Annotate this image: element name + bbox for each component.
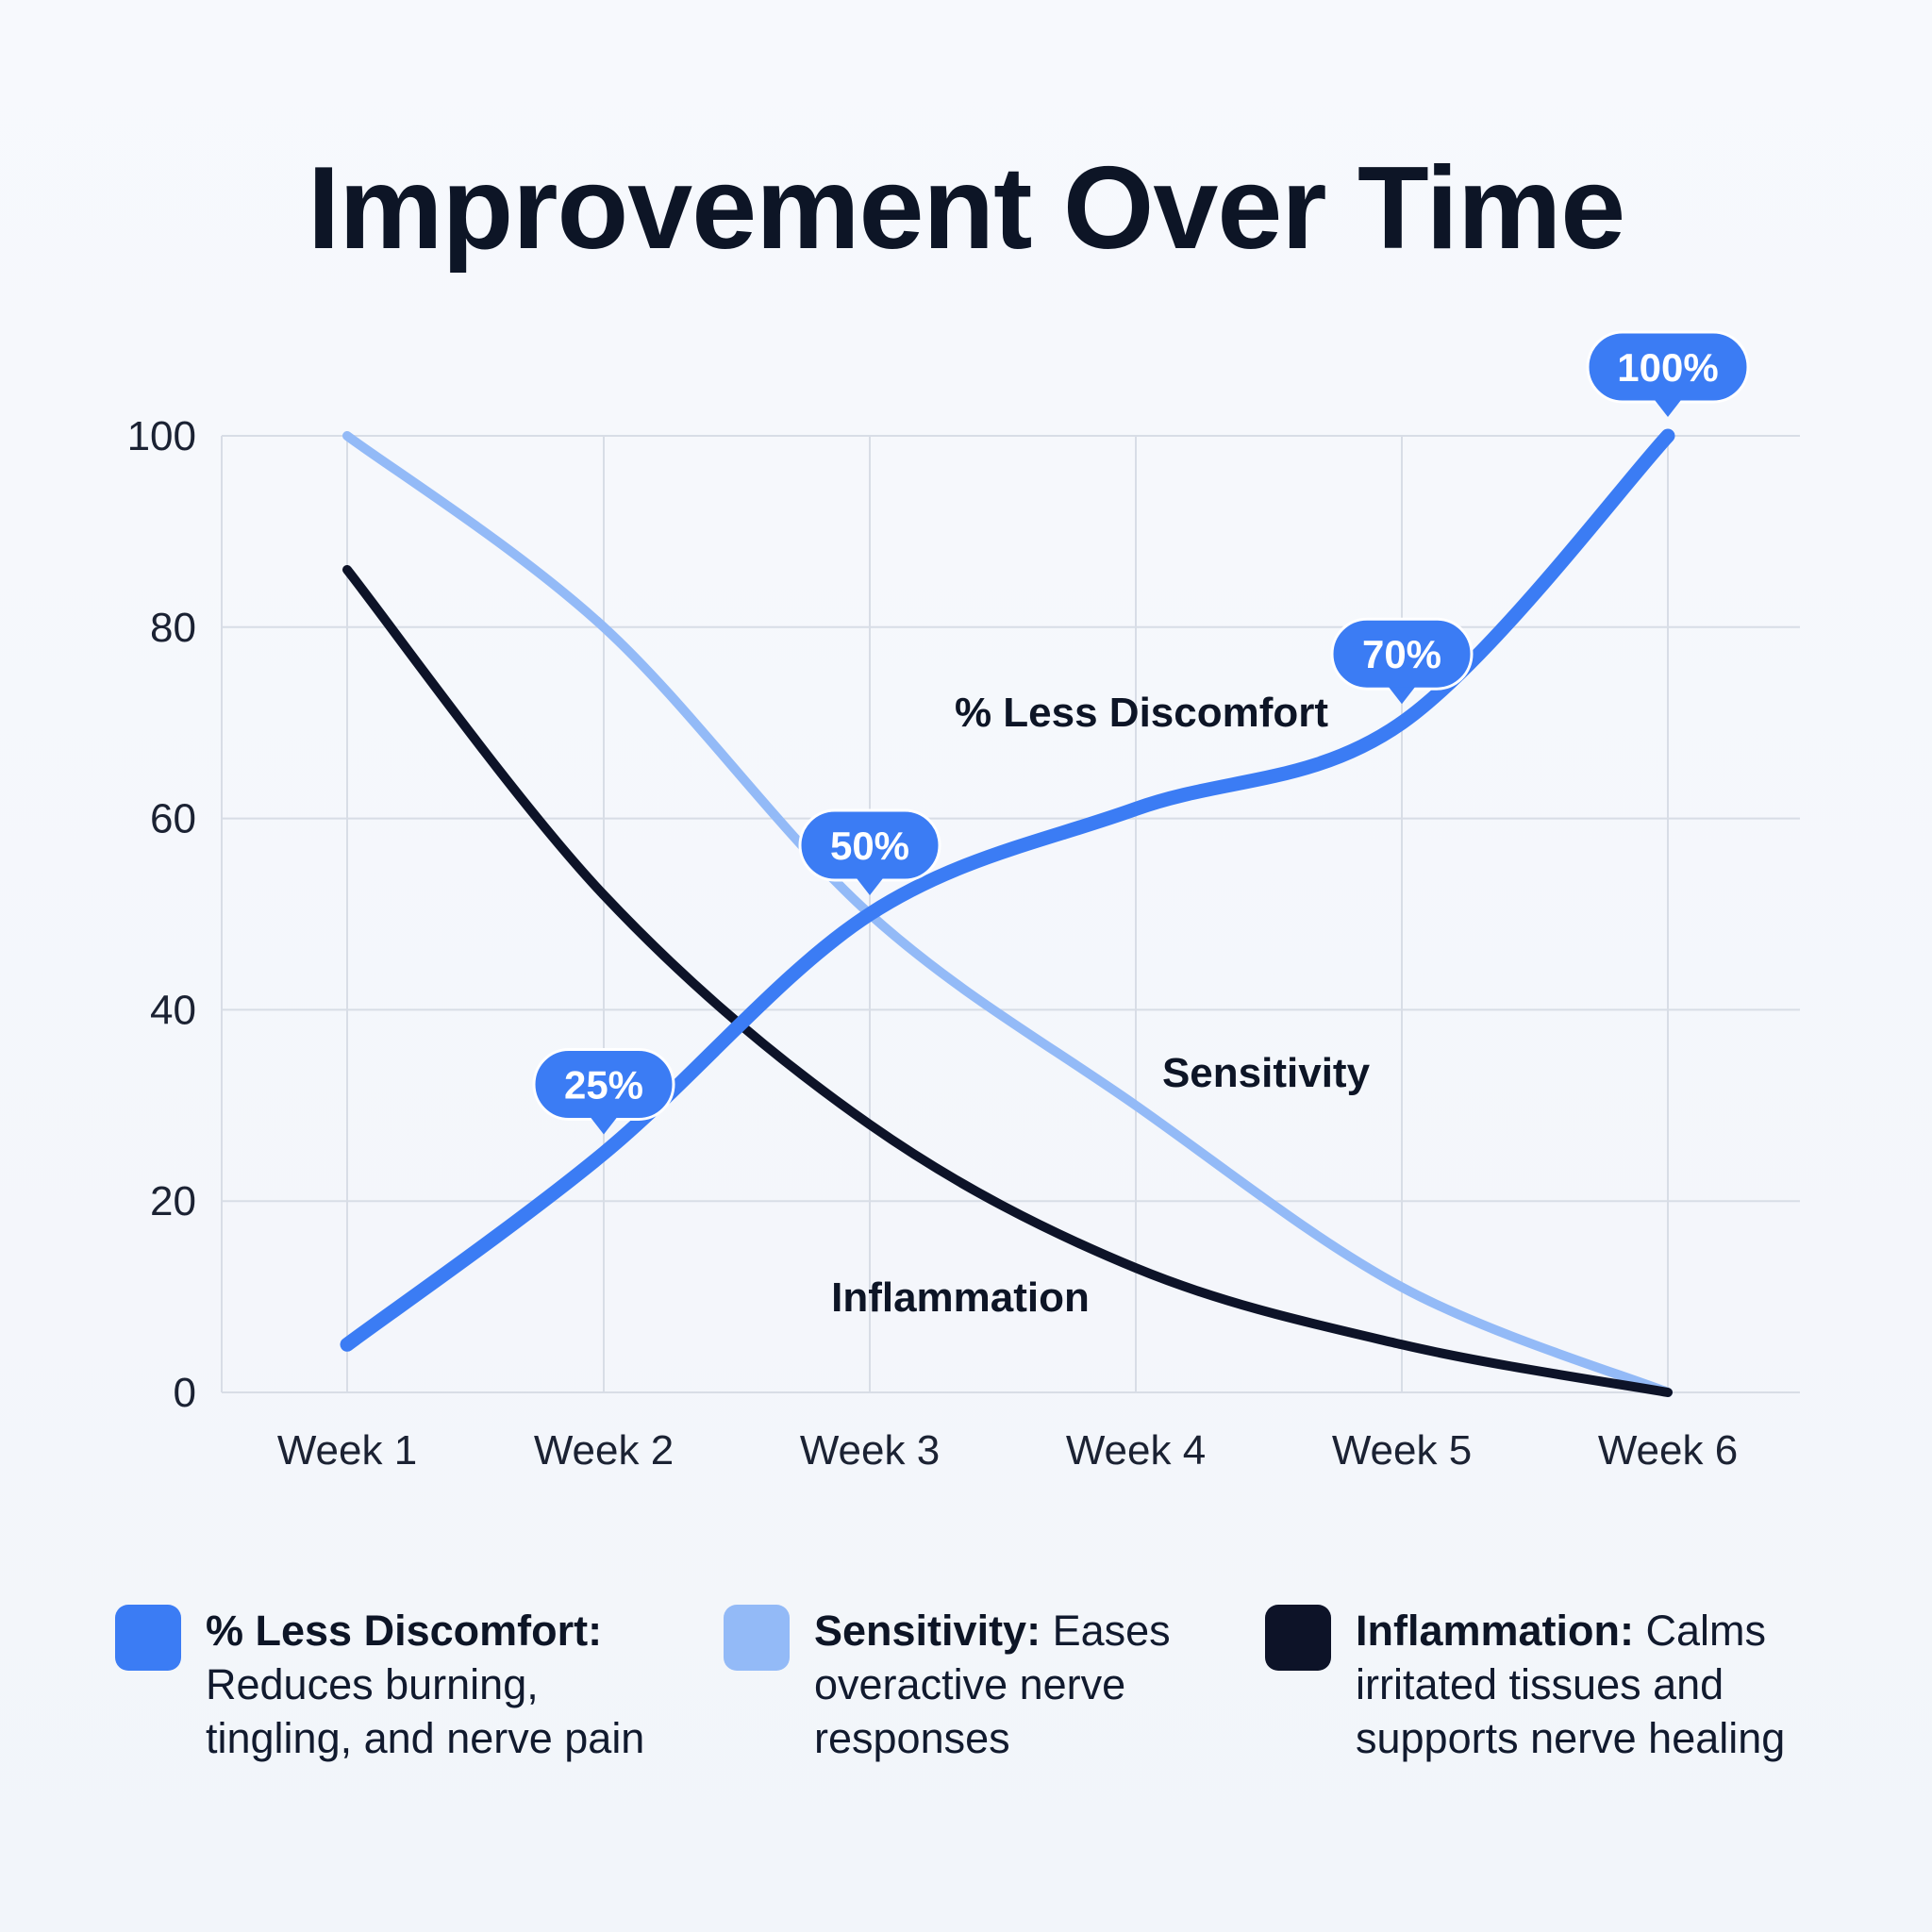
y-tick-label: 40 [150,987,196,1033]
data-callout: 50% [798,808,941,895]
y-tick-label: 80 [150,605,196,651]
series-label-less-discomfort: % Less Discomfort [955,690,1328,736]
legend-swatch-less-discomfort [115,1605,181,1671]
legend: % Less Discomfort: Reduces burning, ting… [0,1604,1932,1830]
series-label-sensitivity: Sensitivity [1162,1050,1371,1096]
legend-swatch-sensitivity [724,1605,790,1671]
x-tick-label: Week 5 [1332,1427,1472,1474]
legend-name-less-discomfort: % Less Discomfort: [206,1607,603,1655]
callout-label: 100% [1617,345,1718,390]
callout-label: 50% [830,824,909,868]
chart-title: Improvement Over Time [307,143,1625,274]
callout-label: 70% [1362,632,1441,676]
series-line-inflammation [342,564,1673,1397]
legend-item-less-discomfort: % Less Discomfort: Reduces burning, ting… [115,1604,691,1765]
legend-swatch-inflammation [1265,1605,1331,1671]
series-line-sensitivity [342,431,1673,1397]
legend-name-sensitivity: Sensitivity: [814,1607,1041,1655]
callout-label: 25% [564,1063,643,1108]
legend-desc-less-discomfort: Reduces burning, tingling, and nerve pai… [206,1660,645,1762]
legend-name-inflammation: Inflammation: [1356,1607,1635,1655]
x-tick-label: Week 6 [1598,1427,1738,1474]
x-tick-label: Week 4 [1066,1427,1206,1474]
legend-desc-inflammation: Calms irritated tissues and supports ner… [1356,1607,1786,1762]
data-callout: 25% [532,1048,675,1135]
legend-item-inflammation: Inflammation: Calms irritated tissues an… [1265,1604,1831,1765]
y-tick-label: 0 [174,1370,196,1416]
legend-desc-sensitivity: Eases overactive nerve responses [814,1607,1171,1762]
callout-pointer [1389,687,1415,705]
y-tick-label: 100 [127,413,196,459]
legend-item-sensitivity: Sensitivity: Eases overactive nerve resp… [724,1604,1214,1765]
line-chart: 0 20 40 60 80 100 Week 1 Week 2 Week 3 Week 4 Week… [127,330,1800,1474]
callout-pointer [1655,400,1681,417]
callout-pointer [857,878,883,895]
x-tick-label: Week 2 [534,1427,674,1474]
x-tick-label: Week 1 [277,1427,417,1474]
x-tick-label: Week 3 [800,1427,940,1474]
data-callout: 100% [1586,330,1750,417]
callout-pointer [591,1117,617,1135]
series-label-inflammation: Inflammation [831,1274,1090,1321]
data-callout: 70% [1330,617,1474,705]
y-tick-label: 20 [150,1178,196,1224]
y-tick-label: 60 [150,796,196,842]
